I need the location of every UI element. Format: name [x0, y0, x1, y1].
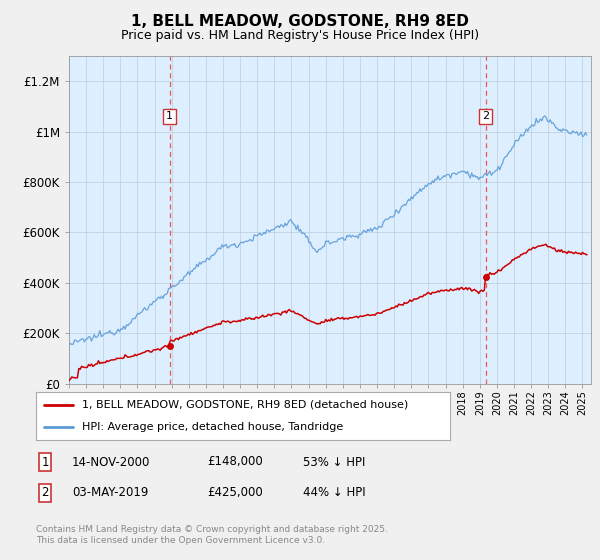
Text: 53% ↓ HPI: 53% ↓ HPI — [303, 455, 365, 469]
Text: 1, BELL MEADOW, GODSTONE, RH9 8ED (detached house): 1, BELL MEADOW, GODSTONE, RH9 8ED (detac… — [82, 400, 408, 410]
Text: £425,000: £425,000 — [207, 486, 263, 500]
Text: Price paid vs. HM Land Registry's House Price Index (HPI): Price paid vs. HM Land Registry's House … — [121, 29, 479, 42]
Text: 44% ↓ HPI: 44% ↓ HPI — [303, 486, 365, 500]
Text: 1: 1 — [166, 111, 173, 122]
Text: Contains HM Land Registry data © Crown copyright and database right 2025.
This d: Contains HM Land Registry data © Crown c… — [36, 525, 388, 545]
Text: 1: 1 — [41, 455, 49, 469]
Text: 2: 2 — [41, 486, 49, 500]
Text: HPI: Average price, detached house, Tandridge: HPI: Average price, detached house, Tand… — [82, 422, 343, 432]
Text: 2: 2 — [482, 111, 489, 122]
Text: £148,000: £148,000 — [207, 455, 263, 469]
Text: 03-MAY-2019: 03-MAY-2019 — [72, 486, 148, 500]
Text: 1, BELL MEADOW, GODSTONE, RH9 8ED: 1, BELL MEADOW, GODSTONE, RH9 8ED — [131, 14, 469, 29]
Text: 14-NOV-2000: 14-NOV-2000 — [72, 455, 151, 469]
